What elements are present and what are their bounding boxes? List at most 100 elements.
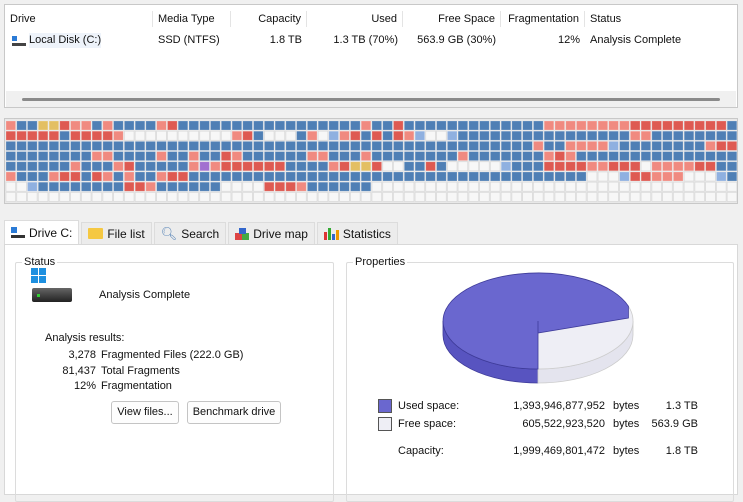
map-block[interactable] [586, 192, 598, 202]
map-block[interactable] [328, 192, 339, 202]
map-block[interactable] [242, 151, 253, 161]
map-block[interactable] [339, 171, 350, 182]
map-block[interactable] [124, 181, 135, 192]
map-block[interactable] [436, 181, 447, 192]
map-block[interactable] [328, 181, 339, 192]
map-block[interactable] [360, 181, 372, 192]
map-block[interactable] [425, 120, 436, 131]
map-block[interactable] [221, 161, 232, 172]
map-block[interactable] [156, 181, 167, 192]
map-block[interactable] [490, 192, 501, 202]
map-block[interactable] [490, 151, 501, 161]
map-block[interactable] [403, 161, 415, 172]
map-block[interactable] [37, 192, 49, 202]
map-block[interactable] [371, 151, 382, 161]
col-status[interactable]: Status [590, 13, 622, 25]
map-block[interactable] [651, 171, 662, 182]
map-block[interactable] [468, 151, 479, 161]
drive-list[interactable]: Drive Media Type Capacity Used Free Spac… [4, 4, 738, 108]
map-block[interactable] [37, 120, 49, 131]
map-block[interactable] [188, 130, 199, 141]
map-block[interactable] [124, 151, 135, 161]
map-block[interactable] [511, 192, 522, 202]
map-block[interactable] [673, 171, 684, 182]
map-block[interactable] [403, 130, 415, 141]
map-block[interactable] [533, 192, 544, 202]
map-block[interactable] [5, 141, 16, 151]
map-block[interactable] [554, 141, 565, 151]
map-block[interactable] [716, 120, 727, 131]
map-block[interactable] [403, 120, 415, 131]
map-block[interactable] [576, 161, 587, 172]
map-block[interactable] [619, 130, 630, 141]
map-block[interactable] [59, 181, 70, 192]
map-block[interactable] [134, 161, 146, 172]
map-block[interactable] [608, 120, 619, 131]
map-block[interactable] [468, 130, 479, 141]
map-block[interactable] [500, 130, 512, 141]
map-block[interactable] [705, 161, 716, 172]
map-block[interactable] [124, 192, 135, 202]
map-block[interactable] [393, 181, 404, 192]
map-block[interactable] [554, 151, 565, 161]
map-block[interactable] [479, 120, 490, 131]
map-block[interactable] [59, 161, 70, 172]
map-block[interactable] [425, 181, 436, 192]
map-block[interactable] [554, 120, 565, 131]
map-block[interactable] [274, 151, 286, 161]
map-block[interactable] [27, 120, 38, 131]
map-block[interactable] [705, 192, 716, 202]
map-block[interactable] [630, 181, 641, 192]
map-block[interactable] [382, 171, 393, 182]
map-block[interactable] [156, 130, 167, 141]
map-block[interactable] [59, 151, 70, 161]
map-block[interactable] [102, 192, 113, 202]
map-block[interactable] [231, 192, 243, 202]
map-block[interactable] [382, 141, 393, 151]
map-block[interactable] [339, 130, 350, 141]
map-block[interactable] [673, 141, 684, 151]
map-block[interactable] [350, 130, 361, 141]
map-block[interactable] [393, 120, 404, 131]
map-block[interactable] [726, 181, 738, 192]
map-block[interactable] [619, 151, 630, 161]
map-block[interactable] [350, 192, 361, 202]
map-block[interactable] [576, 181, 587, 192]
map-block[interactable] [640, 192, 651, 202]
map-block[interactable] [522, 151, 533, 161]
map-block[interactable] [274, 171, 286, 182]
map-block[interactable] [221, 171, 232, 182]
map-block[interactable] [651, 130, 662, 141]
map-block[interactable] [307, 141, 318, 151]
map-block[interactable] [425, 171, 436, 182]
map-block[interactable] [210, 171, 221, 182]
map-block[interactable] [436, 192, 447, 202]
map-block[interactable] [296, 171, 307, 182]
map-block[interactable] [586, 141, 598, 151]
map-block[interactable] [425, 151, 436, 161]
map-block[interactable] [221, 120, 232, 131]
map-block[interactable] [231, 141, 243, 151]
map-block[interactable] [124, 171, 135, 182]
map-block[interactable] [522, 130, 533, 141]
map-block[interactable] [145, 130, 156, 141]
map-block[interactable] [651, 181, 662, 192]
map-block[interactable] [48, 120, 59, 131]
map-block[interactable] [673, 181, 684, 192]
map-block[interactable] [576, 151, 587, 161]
map-block[interactable] [81, 151, 92, 161]
map-block[interactable] [134, 192, 146, 202]
map-block[interactable] [91, 141, 102, 151]
map-block[interactable] [554, 192, 565, 202]
map-block[interactable] [630, 161, 641, 172]
map-block[interactable] [490, 130, 501, 141]
map-block[interactable] [242, 120, 253, 131]
map-block[interactable] [242, 161, 253, 172]
map-block[interactable] [360, 171, 372, 182]
map-block[interactable] [662, 171, 673, 182]
col-media-type[interactable]: Media Type [153, 11, 231, 27]
map-block[interactable] [640, 141, 651, 151]
map-block[interactable] [597, 192, 608, 202]
map-block[interactable] [522, 192, 533, 202]
map-block[interactable] [167, 192, 178, 202]
